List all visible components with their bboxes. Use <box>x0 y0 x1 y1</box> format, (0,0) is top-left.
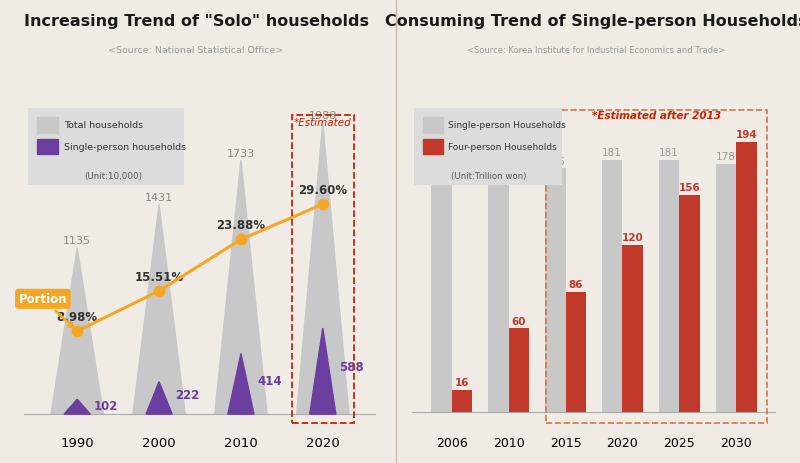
Text: Consuming Trend of Single-person Households: Consuming Trend of Single-person Househo… <box>385 14 800 29</box>
Text: 120: 120 <box>622 232 643 243</box>
Bar <box>423 118 442 133</box>
Text: 194: 194 <box>735 130 758 140</box>
Text: 156: 156 <box>678 182 701 193</box>
Text: Total households: Total households <box>64 121 143 130</box>
Text: Portion: Portion <box>18 293 73 327</box>
Bar <box>545 169 566 412</box>
Point <box>153 288 166 295</box>
Polygon shape <box>51 248 103 414</box>
Polygon shape <box>64 400 90 414</box>
Text: 588: 588 <box>339 361 364 374</box>
Bar <box>423 139 442 155</box>
Text: 174: 174 <box>489 157 508 168</box>
Text: 1988: 1988 <box>309 111 337 121</box>
Text: 175: 175 <box>546 156 566 166</box>
Bar <box>566 293 586 412</box>
Bar <box>602 161 622 412</box>
Polygon shape <box>133 205 186 414</box>
Text: <Source: Korea Institute for Industrial Economics and Trade>: <Source: Korea Institute for Industrial … <box>467 46 725 55</box>
Text: 181: 181 <box>659 148 679 158</box>
Text: Single-person Households: Single-person Households <box>449 121 566 130</box>
Text: 16: 16 <box>454 377 470 387</box>
Text: 86: 86 <box>569 280 583 290</box>
Text: 8.98%: 8.98% <box>57 310 98 323</box>
Text: Single-person households: Single-person households <box>64 143 186 151</box>
Bar <box>622 245 643 412</box>
Text: 15.51%: 15.51% <box>134 270 184 283</box>
Polygon shape <box>310 328 336 414</box>
Bar <box>679 195 700 412</box>
Text: 102: 102 <box>94 399 118 412</box>
Bar <box>38 139 58 155</box>
Point <box>71 328 84 335</box>
Text: (Unit:Trillion won): (Unit:Trillion won) <box>450 172 526 181</box>
Polygon shape <box>297 124 349 414</box>
Text: 1431: 1431 <box>145 193 173 202</box>
Polygon shape <box>214 161 267 414</box>
Polygon shape <box>146 382 172 414</box>
Bar <box>509 329 529 412</box>
Bar <box>716 165 736 412</box>
Text: 414: 414 <box>258 375 282 388</box>
Text: (Unit:10,000): (Unit:10,000) <box>85 172 143 181</box>
Bar <box>38 118 58 133</box>
Text: <Source: National Statistical Office>: <Source: National Statistical Office> <box>108 46 284 55</box>
Text: 181: 181 <box>602 148 622 158</box>
Text: 1135: 1135 <box>63 236 91 246</box>
Bar <box>659 161 679 412</box>
Point <box>234 236 247 244</box>
Text: *Estimated after 2013: *Estimated after 2013 <box>592 110 721 120</box>
Polygon shape <box>228 354 254 414</box>
Text: Increasing Trend of "Solo" households: Increasing Trend of "Solo" households <box>23 14 369 29</box>
Text: 60: 60 <box>512 316 526 326</box>
Text: 23.88%: 23.88% <box>216 219 266 232</box>
Text: *Estimated: *Estimated <box>294 118 352 128</box>
Bar <box>488 170 509 412</box>
Text: 29.60%: 29.60% <box>298 184 347 197</box>
Text: 165: 165 <box>432 170 451 180</box>
Bar <box>452 390 472 412</box>
Text: 1733: 1733 <box>227 148 255 158</box>
Point <box>316 201 329 208</box>
Bar <box>736 143 757 412</box>
Text: Four-person Households: Four-person Households <box>449 143 557 151</box>
Text: 178: 178 <box>716 152 736 162</box>
Text: 222: 222 <box>175 388 200 401</box>
Bar <box>431 183 452 412</box>
